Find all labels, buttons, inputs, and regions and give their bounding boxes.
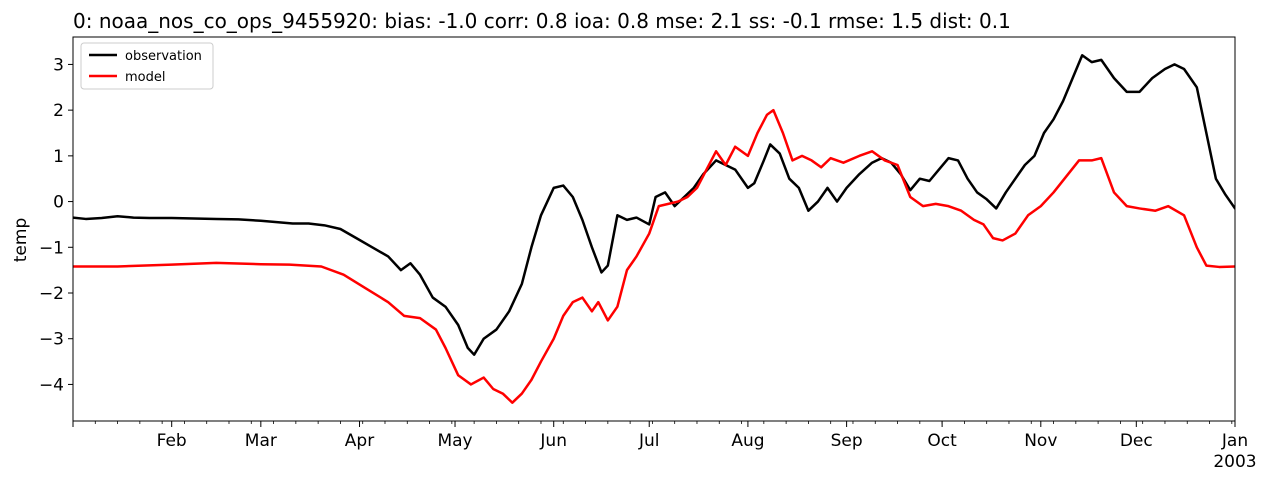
x-tick-label: Aug <box>731 431 764 451</box>
x-tick-label: May <box>437 431 472 451</box>
axes: 3 2 1 0 −1 −2 −3 −4 Feb Mar Apr May Jun Jul Aug Sep Oct N… <box>39 36 1257 472</box>
x-tick-label: Apr <box>345 431 374 451</box>
chart-title: 0: noaa_nos_co_ops_9455920: bias: -1.0 c… <box>73 9 1011 33</box>
plot-area <box>73 54 1235 404</box>
x-tick-label: Sep <box>831 431 863 451</box>
y-tick-label: −2 <box>39 284 64 304</box>
series-group <box>73 54 1235 404</box>
x-tick-label: Feb <box>157 431 187 451</box>
legend-label-model: model <box>125 70 165 85</box>
y-tick-label: −4 <box>39 375 64 395</box>
legend-label-observation: observation <box>125 49 202 64</box>
x-tick-label: Oct <box>927 431 957 451</box>
x-tick-label: Jul <box>638 431 660 451</box>
x-tick-label: Mar <box>245 431 277 451</box>
y-tick-label: 1 <box>53 147 64 167</box>
x-tick-label: Nov <box>1024 431 1057 451</box>
x-tick-label: Dec <box>1120 431 1153 451</box>
series-line-model <box>73 108 1235 404</box>
y-tick-label: −3 <box>39 330 64 350</box>
x-year-label: 2003 <box>1213 452 1256 472</box>
x-tick-label: Jan <box>1221 431 1248 451</box>
y-tick-label: 0 <box>53 193 64 213</box>
y-tick-label: 2 <box>53 101 64 121</box>
x-tick-label: Jun <box>539 431 567 451</box>
plot-frame <box>72 36 1236 422</box>
y-tick-label: 3 <box>53 55 64 75</box>
y-axis-label: temp <box>11 218 31 262</box>
y-tick-label: −1 <box>39 238 64 258</box>
legend: observation model <box>80 42 214 90</box>
series-line-observation <box>73 54 1235 356</box>
